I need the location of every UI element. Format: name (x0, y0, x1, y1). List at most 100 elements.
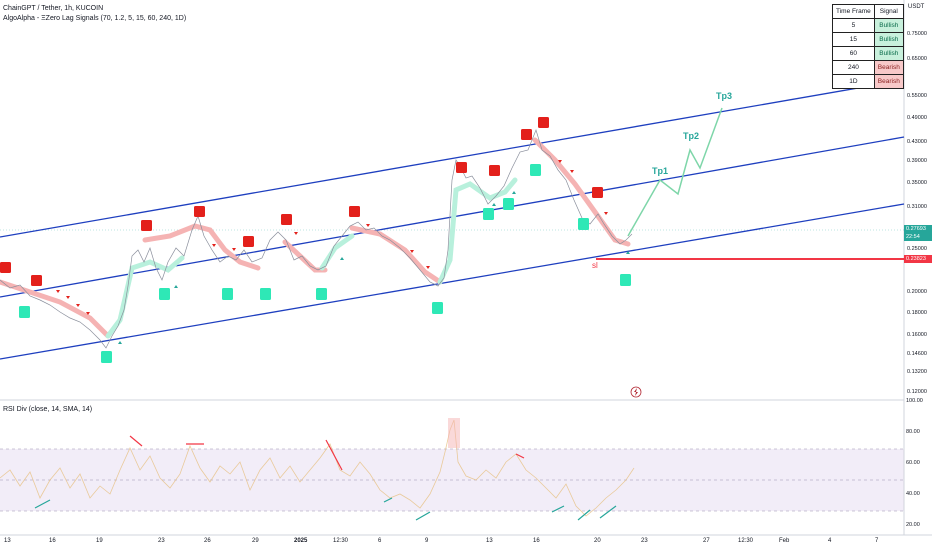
channel-lower[interactable] (0, 203, 905, 360)
bull-signal-marker (316, 288, 327, 300)
currency-label: USDT (908, 4, 925, 10)
time-label: 13 (486, 538, 493, 544)
price-tick: 0.65000 (907, 56, 927, 62)
price-tick: 0.39000 (907, 158, 927, 164)
bear-signal-marker (243, 236, 254, 247)
symbol-title[interactable]: ChainGPT / Tether, 1h, KUCOIN (3, 5, 104, 12)
bull-signal-marker (432, 302, 443, 314)
time-label: 9 (425, 538, 429, 544)
bear-signal-marker (538, 117, 549, 128)
bull-signal-marker (620, 274, 631, 286)
time-label: 20 (594, 538, 601, 544)
rsi-div-bull-4 (551, 505, 565, 513)
bear-signal-marker (31, 275, 42, 286)
small-bull-arrows (118, 191, 630, 344)
price-tick: 0.12000 (907, 389, 927, 395)
bear-signal-marker (281, 214, 292, 225)
bear-signal-marker (489, 165, 500, 176)
table-cell-tf: 60 (832, 46, 875, 61)
target-label-tp1: Tp1 (652, 166, 669, 176)
rsi-div-bull-1 (34, 499, 51, 509)
time-label: Feb (779, 538, 790, 544)
table-row: 5 Bullish (832, 18, 904, 33)
rsi-title[interactable]: RSI Div (close, 14, SMA, 14) (3, 406, 93, 413)
price-tick: 0.75000 (907, 31, 927, 37)
bear-signal-marker (141, 220, 152, 231)
rsi-div-bull-5 (577, 509, 591, 521)
price-tick: 0.49000 (907, 115, 927, 121)
bull-signal-marker (101, 351, 112, 363)
target-label-tp2: Tp2 (683, 131, 700, 141)
rsi-spike (448, 418, 460, 448)
time-label: 23 (158, 538, 165, 544)
price-tick: 0.31000 (907, 204, 927, 210)
price-tick: 0.35000 (907, 180, 927, 186)
time-label: 23 (641, 538, 648, 544)
trend-bear-5 (532, 137, 631, 247)
time-label: 19 (96, 538, 103, 544)
time-label: 16 (49, 538, 56, 544)
trend-bull-3 (437, 177, 518, 285)
time-label: 27 (703, 538, 710, 544)
bull-signal-marker (260, 288, 271, 300)
rsi-tick: 80.00 (906, 429, 920, 435)
rsi-div-bear-1 (129, 435, 143, 447)
small-bear-arrows (56, 160, 608, 315)
bear-signal-marker (194, 206, 205, 217)
bull-signals (19, 164, 631, 363)
table-row: 15 Bullish (832, 32, 904, 47)
target-label-tp3: Tp3 (716, 91, 733, 101)
price-tick: 0.18000 (907, 310, 927, 316)
trend-bear-2 (142, 223, 261, 271)
time-label: 16 (533, 538, 540, 544)
time-label: 12:30 (333, 538, 349, 544)
rsi-div-bull-2 (383, 497, 393, 503)
table-cell-signal: Bearish (873, 74, 904, 89)
price-tick: 0.13200 (907, 369, 927, 375)
table-cell-signal: Bullish (873, 46, 904, 61)
bear-signal-marker (592, 187, 603, 198)
rsi-tick: 40.00 (906, 491, 920, 497)
bear-signal-marker (0, 262, 11, 273)
bear-signal-marker (349, 206, 360, 217)
price-tick: 0.20000 (907, 289, 927, 295)
table-header-timeframe: Time Frame (832, 4, 875, 19)
table-cell-tf: 15 (832, 32, 875, 47)
table-header-signal: Signal (873, 4, 904, 19)
time-label: 7 (875, 538, 879, 544)
bull-signal-marker (19, 306, 30, 318)
price-tick: 0.16000 (907, 332, 927, 338)
trend-bull-2 (319, 233, 355, 271)
channel-upper[interactable] (0, 79, 905, 238)
rsi-div-bull-6 (599, 505, 617, 519)
time-label: 2025 (294, 538, 308, 544)
price-tick: 0.25000 (907, 246, 927, 252)
bull-signal-marker (503, 198, 514, 210)
rsi-tick: 60.00 (906, 460, 920, 466)
time-label: 26 (204, 538, 211, 544)
bull-signal-marker (222, 288, 233, 300)
signal-table: Time Frame Signal 5 Bullish 15 Bullish 6… (832, 4, 904, 89)
table-row: 60 Bullish (832, 46, 904, 61)
rsi-tick: 20.00 (906, 522, 920, 528)
table-cell-tf: 5 (832, 18, 875, 33)
projection-path[interactable] (627, 107, 723, 237)
table-cell-signal: Bullish (873, 18, 904, 33)
price-axis[interactable]: 0.75000 0.65000 0.55000 0.49000 0.43000 … (904, 0, 932, 535)
bear-signal-marker (521, 129, 532, 140)
trend-bear-3 (282, 239, 328, 273)
table-cell-tf: 240 (832, 60, 875, 75)
price-tick: 0.14600 (907, 351, 927, 357)
time-label: 12:30 (738, 538, 754, 544)
table-cell-signal: Bearish (873, 60, 904, 75)
bear-signals (0, 117, 603, 286)
lightning-icon[interactable] (630, 386, 642, 398)
table-cell-signal: Bullish (873, 32, 904, 47)
indicator-title[interactable]: AlgoAlpha - ΞZero Lag Signals (70, 1.2, … (3, 15, 187, 22)
price-tick: 0.43000 (907, 139, 927, 145)
bull-signal-marker (159, 288, 170, 300)
stop-loss-label: sl (592, 261, 598, 270)
rsi-div-bear-3 (325, 439, 343, 471)
time-label: 4 (828, 538, 832, 544)
